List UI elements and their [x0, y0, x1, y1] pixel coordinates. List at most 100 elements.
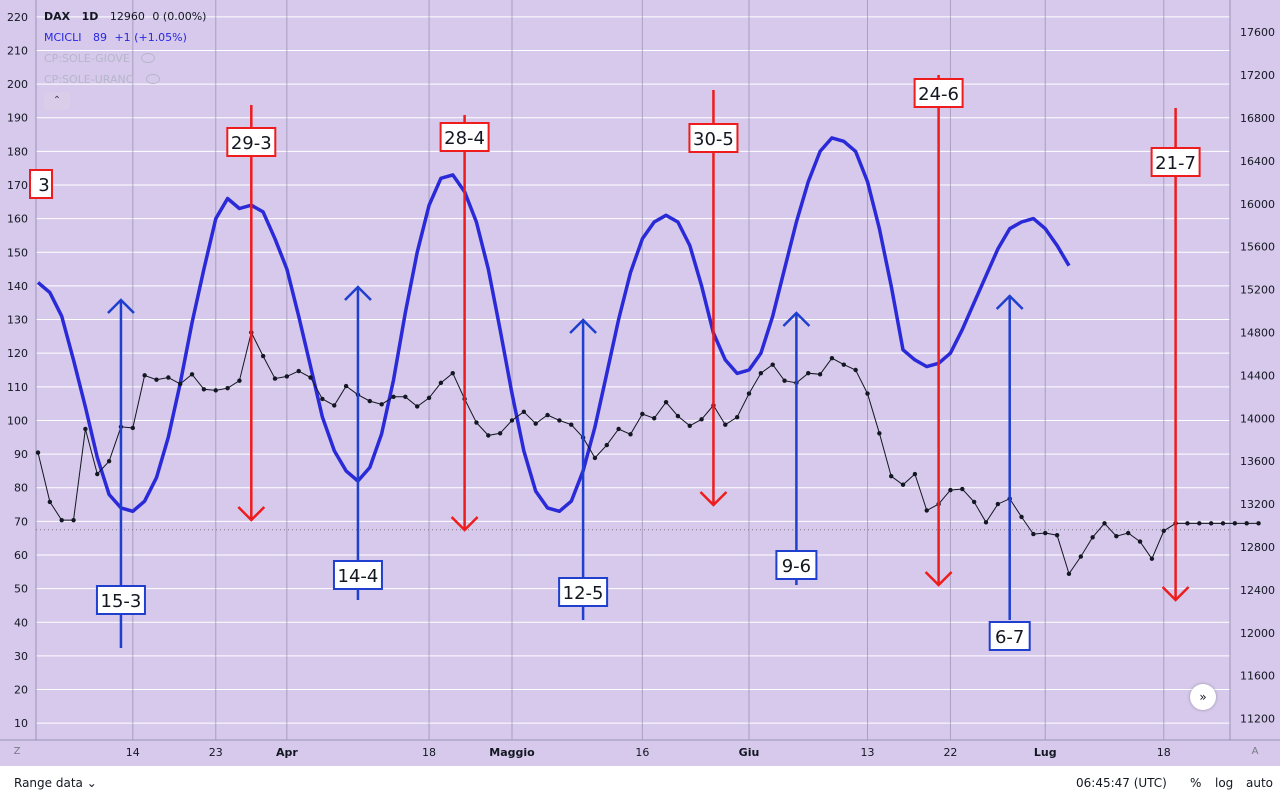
- top-marker-label: 24-6: [918, 84, 959, 105]
- top-marker-arrowhead: [450, 516, 479, 532]
- scroll-to-realtime-button[interactable]: »: [1190, 684, 1216, 710]
- right-axis-tick-label: 11600: [1240, 670, 1275, 683]
- bottom-marker-box: [95, 585, 146, 615]
- left-axis-tick-label: 100: [7, 414, 28, 427]
- eye-hidden-icon[interactable]: [141, 53, 156, 63]
- left-axis-tick-label: 130: [7, 314, 28, 327]
- price-point: [995, 501, 1001, 507]
- price-point: [71, 517, 76, 523]
- price-point: [130, 425, 135, 431]
- price-point: [1256, 521, 1261, 526]
- price-point: [237, 378, 242, 383]
- price-point: [272, 376, 278, 381]
- left-axis-tick-label: 70: [14, 515, 28, 528]
- clock-readout[interactable]: 06:45:47 (UTC): [1076, 776, 1167, 790]
- price-point: [1019, 514, 1024, 520]
- price-point: [284, 374, 290, 379]
- right-axis-tick-label: 13600: [1240, 455, 1275, 468]
- legend-timeframe: 1D: [81, 10, 99, 23]
- eye-hidden-icon[interactable]: [145, 74, 160, 84]
- price-point: [723, 422, 728, 427]
- percent-scale-toggle[interactable]: %: [1190, 776, 1202, 790]
- price-point: [59, 517, 64, 523]
- right-axis-tick-label: 17200: [1240, 69, 1275, 82]
- top-marker-box: [29, 169, 53, 199]
- price-point: [213, 388, 218, 393]
- left-axis-tick-label: 140: [7, 280, 28, 293]
- price-point: [1149, 556, 1155, 561]
- price-point: [865, 391, 870, 396]
- legend-row-hidden2[interactable]: CP:SOLE-URANO: [44, 69, 206, 90]
- left-axis-tick-label: 30: [14, 650, 28, 663]
- left-axis-tick-label: 60: [14, 549, 28, 562]
- auto-scale-toggle[interactable]: auto: [1246, 776, 1274, 790]
- range-data-label: Range data: [14, 776, 83, 790]
- price-point: [367, 398, 372, 404]
- price-point: [391, 394, 396, 400]
- right-axis-tick-label: 16400: [1240, 155, 1275, 168]
- price-point: [521, 409, 527, 415]
- cycle-series-line: [36, 136, 1071, 514]
- left-axis-tick-label: 120: [7, 347, 28, 360]
- plot-background: [36, 0, 1230, 740]
- price-point: [1244, 521, 1249, 526]
- price-point: [1102, 521, 1107, 526]
- legend-row-hidden1[interactable]: CP:SOLE-GIOVE: [44, 48, 206, 69]
- bottom-marker-label: 12-5: [563, 583, 604, 604]
- price-point: [106, 458, 112, 464]
- left-axis-tick-label: 90: [14, 448, 28, 461]
- price-point: [438, 380, 444, 386]
- right-axis-tick-label: 12000: [1240, 627, 1275, 640]
- price-point: [1161, 528, 1166, 534]
- left-corner-label[interactable]: Z: [13, 746, 21, 757]
- legend-indicator-change: +1 (+1.05%): [114, 31, 187, 44]
- price-point: [960, 486, 965, 492]
- price-point: [320, 396, 325, 402]
- legend-change: 0 (0.00%): [152, 10, 207, 23]
- right-corner-label[interactable]: A: [1251, 746, 1259, 757]
- time-axis-tick-label: Apr: [276, 746, 298, 759]
- price-point: [343, 383, 349, 389]
- price-point: [604, 442, 609, 448]
- bottom-marker-box: [988, 621, 1031, 651]
- bottom-marker-arrowhead: [569, 318, 597, 334]
- price-point: [592, 455, 598, 461]
- legend-hidden2-name: CP:SOLE-URANO: [44, 73, 135, 86]
- price-point: [189, 372, 195, 377]
- chart-canvas[interactable]: 10 20 30 40 50 60 70 80 90 100 110 120 130 140 150 160 1…: [0, 0, 1280, 766]
- right-axis-tick-label: 17600: [1240, 26, 1275, 39]
- price-point: [308, 375, 313, 380]
- collapse-legend-button[interactable]: ⌃: [44, 92, 70, 110]
- price-point: [675, 413, 681, 419]
- price-point: [900, 482, 906, 487]
- price-point: [403, 394, 408, 400]
- left-axis-tick-label: 210: [7, 44, 28, 57]
- left-axis-tick-label: 220: [7, 11, 28, 24]
- price-point: [1043, 530, 1048, 536]
- legend-row-symbol[interactable]: DAX 1D 12960 0 (0.00%): [44, 6, 206, 27]
- time-axis-tick-label: 14: [126, 746, 140, 759]
- price-point: [533, 421, 538, 426]
- price-point: [1126, 530, 1131, 536]
- price-point: [971, 499, 977, 505]
- bottom-marker-arrowhead: [995, 294, 1024, 310]
- price-point: [1220, 521, 1226, 526]
- top-marker-label: 30-5: [693, 129, 734, 150]
- price-point: [829, 356, 835, 361]
- top-marker-arrowhead: [924, 571, 953, 587]
- price-point: [924, 508, 929, 513]
- price-point: [332, 403, 337, 408]
- time-axis-tick-label: 22: [943, 746, 957, 759]
- range-data-dropdown[interactable]: Range data ⌄: [14, 776, 97, 790]
- left-axis-tick-label: 110: [7, 381, 28, 394]
- bottom-marker-label: 9-6: [782, 556, 811, 577]
- log-scale-toggle[interactable]: log: [1215, 776, 1234, 790]
- legend-row-indicator[interactable]: MCICLI 89 +1 (+1.05%): [44, 27, 206, 48]
- price-point: [782, 378, 787, 383]
- left-axis-background: [0, 0, 36, 740]
- left-axis-tick-label: 50: [14, 583, 28, 596]
- price-point: [1078, 554, 1084, 559]
- price-point: [806, 371, 811, 376]
- legend-indicator-value: 89: [92, 31, 107, 44]
